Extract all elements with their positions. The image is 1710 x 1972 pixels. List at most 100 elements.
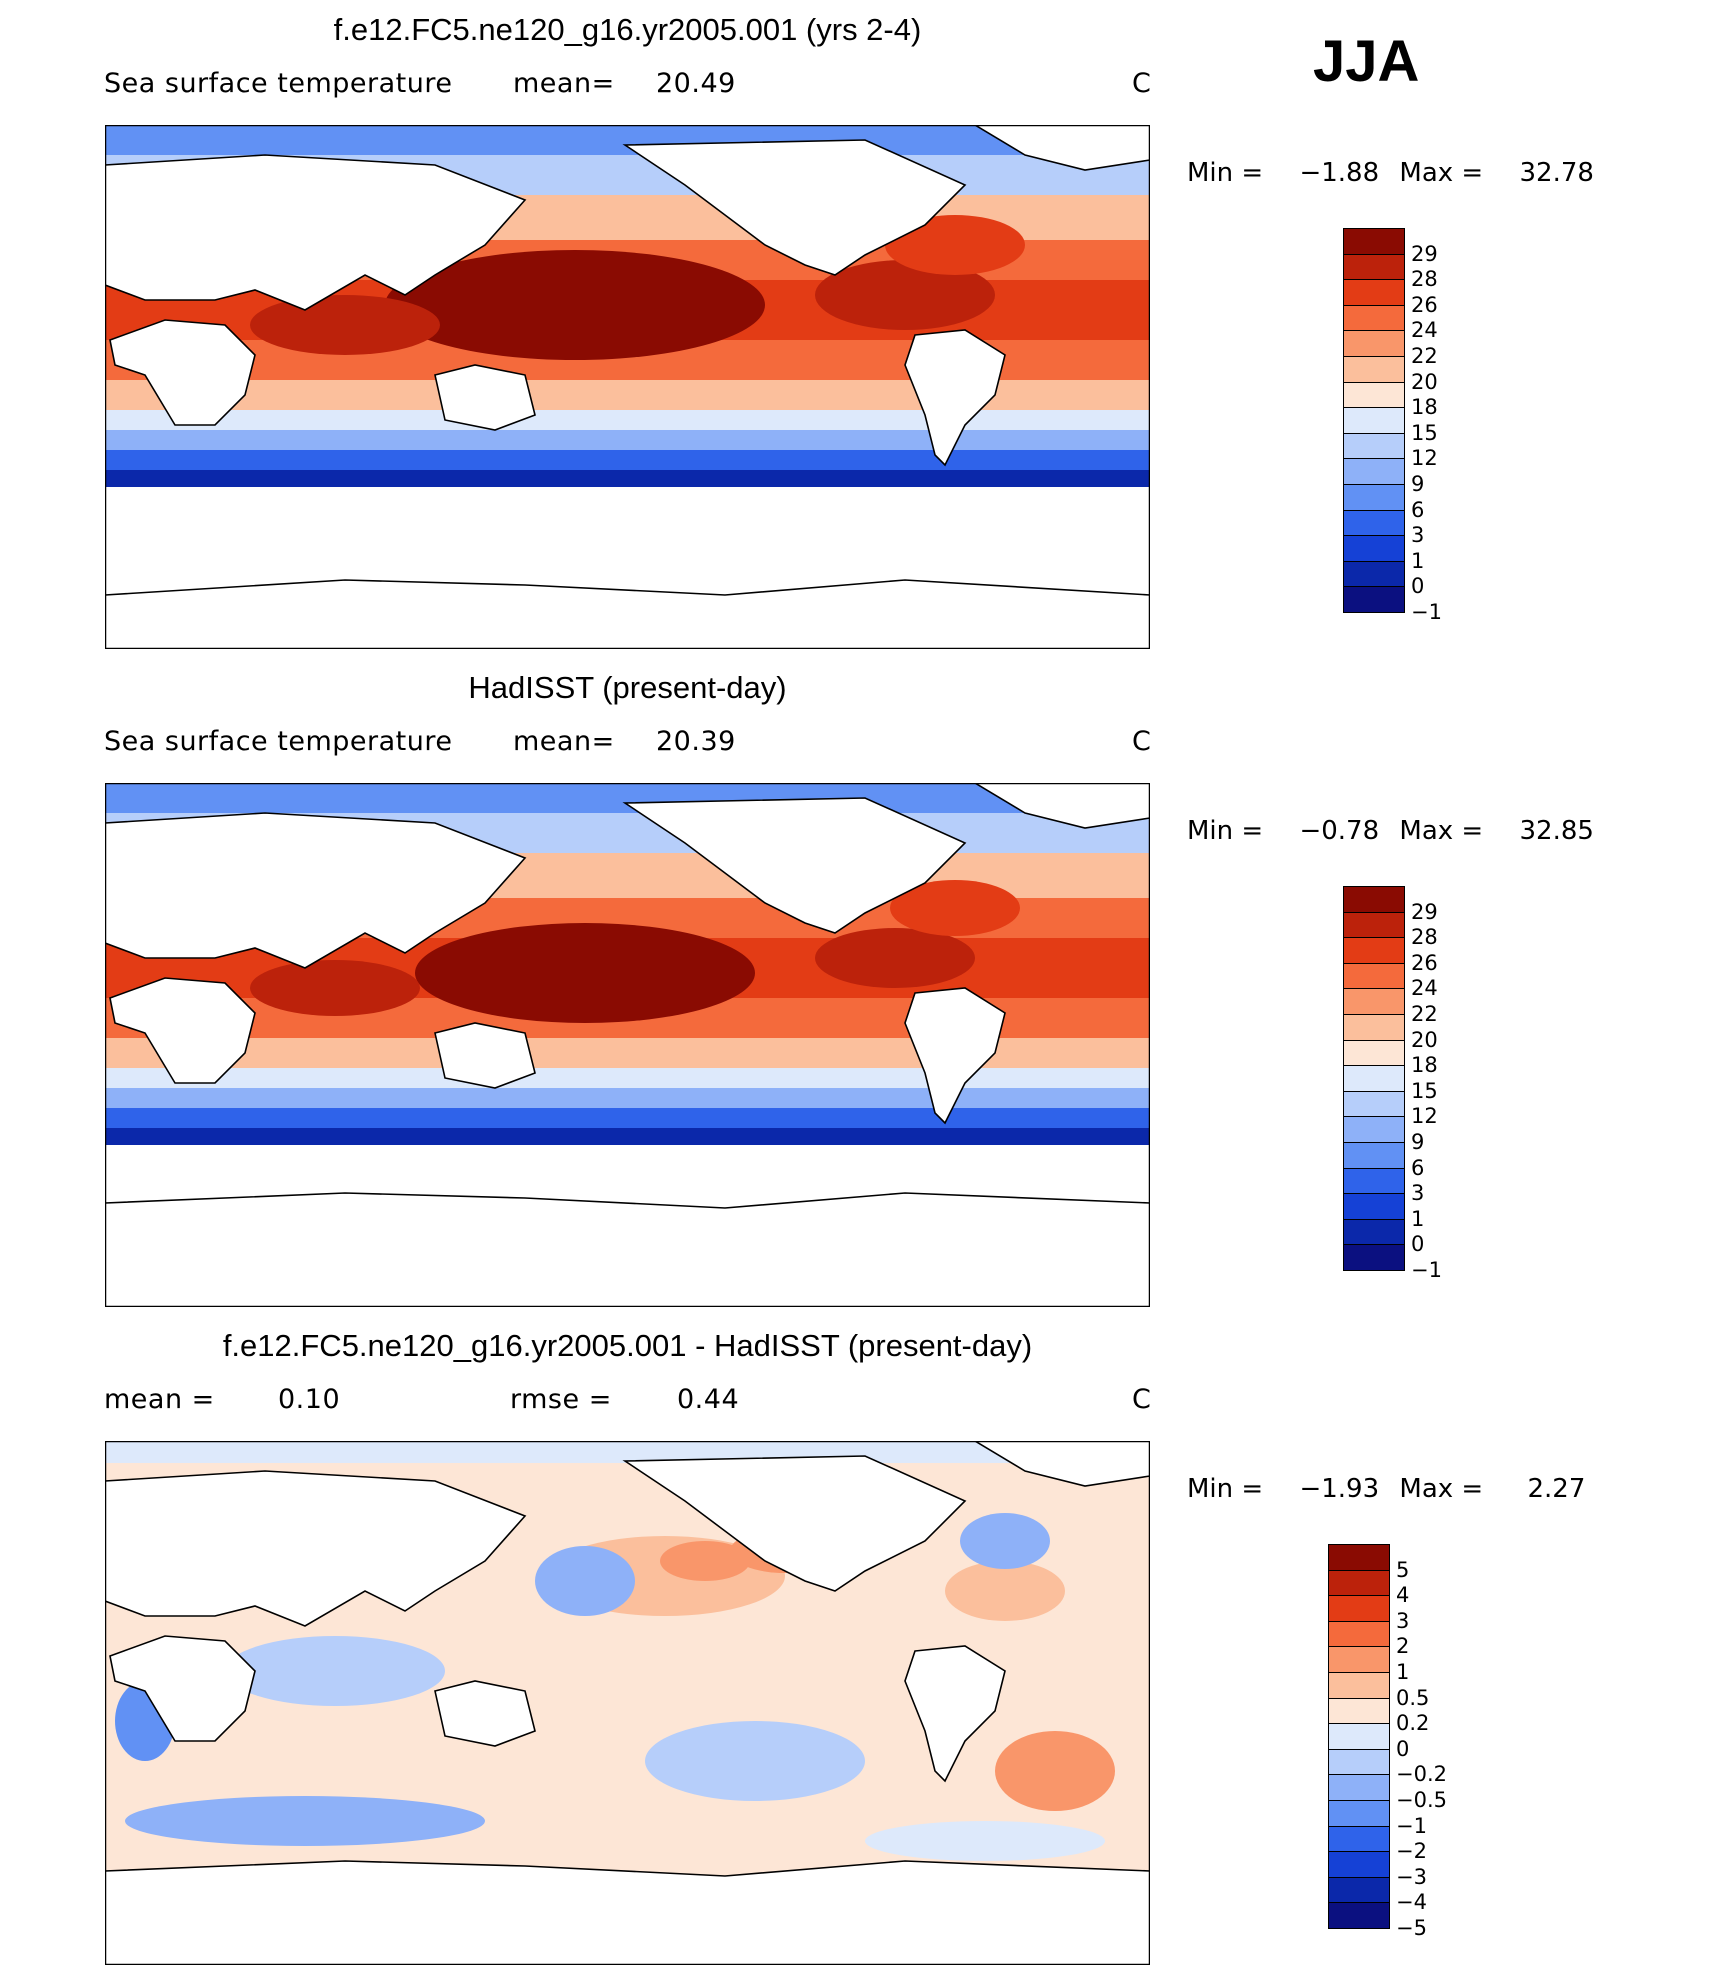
colorbar-tick-label: 12 xyxy=(1411,1104,1438,1129)
colorbar-segment xyxy=(1343,1167,1405,1195)
colorbar-tick-label: 4 xyxy=(1396,1583,1410,1608)
colorbar-segment xyxy=(1343,228,1405,255)
colorbar-segment xyxy=(1343,1090,1405,1118)
colorbar-segment xyxy=(1343,937,1405,964)
colorbar-segment xyxy=(1343,432,1405,460)
colorbar-tick-label: −5 xyxy=(1396,1916,1427,1940)
colorbar-tick-label: 29 xyxy=(1411,899,1438,924)
colorbar-segment xyxy=(1328,1646,1390,1673)
panel-title: f.e12.FC5.ne120_g16.yr2005.001 - HadISST… xyxy=(222,1328,1033,1363)
sst-difference-map xyxy=(105,1441,1150,1965)
mean-value: 20.39 xyxy=(656,726,736,757)
land-outlines xyxy=(105,1441,1150,1965)
colorbar-segment xyxy=(1343,509,1405,537)
band-north-cold xyxy=(105,783,1150,813)
colorbar-segment xyxy=(1343,1218,1405,1246)
colorbar-segment xyxy=(1328,1569,1390,1597)
colorbar-segment xyxy=(1343,356,1405,383)
land-antarctica xyxy=(105,1192,1150,1307)
land-outlines xyxy=(105,125,1150,649)
colorbar-tick-label: 9 xyxy=(1411,472,1425,496)
colorbar-tick-label: 1 xyxy=(1411,548,1425,573)
anomaly-pos xyxy=(660,1541,750,1581)
colorbar-tick-label: −2 xyxy=(1396,1839,1427,1864)
colorbar-segment xyxy=(1343,304,1405,332)
colorbar-tick-label: 29 xyxy=(1411,241,1438,266)
land-north-america xyxy=(622,139,967,276)
warm-pool-pacific xyxy=(415,923,755,1023)
colorbar-segment xyxy=(1343,458,1405,485)
panel-title: HadISST (present-day) xyxy=(468,670,787,705)
anomaly-neg xyxy=(960,1513,1050,1569)
colorbar-tick-label: −1 xyxy=(1411,600,1442,624)
land-antarctica xyxy=(105,579,1150,649)
land-south-america xyxy=(904,329,1006,467)
colorbar-segment xyxy=(1343,330,1405,357)
colorbar-tick-label: 20 xyxy=(1411,369,1438,394)
anomaly-pos xyxy=(995,1731,1115,1811)
colorbar-segment xyxy=(1343,886,1405,913)
colorbar-segment xyxy=(1343,1142,1405,1169)
colorbar-segment xyxy=(1343,484,1405,511)
band-south-cold1 xyxy=(105,1088,1150,1108)
colorbar-tick-label: 24 xyxy=(1411,976,1438,1001)
min-max-readout: Min = −1.88 Max = 32.78 xyxy=(1187,158,1594,188)
land-north-america xyxy=(622,797,967,934)
anomaly-neg xyxy=(225,1636,445,1706)
land-africa xyxy=(109,977,256,1084)
land-greenland xyxy=(973,125,1150,171)
colorbar-segment xyxy=(1328,1544,1390,1571)
anomaly-neg xyxy=(535,1546,635,1616)
colorbar-tick-label: 26 xyxy=(1411,292,1438,317)
colorbar-segment xyxy=(1343,1116,1405,1143)
colorbar-tick-label: 3 xyxy=(1411,1181,1425,1206)
colorbar-tick-label: 1 xyxy=(1411,1206,1425,1231)
colorbar-tick-label: 26 xyxy=(1411,950,1438,975)
units-label: C xyxy=(1132,68,1152,99)
warm-atlantic xyxy=(815,260,995,330)
panel-difference: f.e12.FC5.ne120_g16.yr2005.001 - HadISST… xyxy=(0,1316,1710,1972)
band-south-cool xyxy=(105,1068,1150,1088)
land-africa xyxy=(109,1635,256,1742)
warm-pool-pacific xyxy=(385,250,765,360)
colorbar-segment xyxy=(1328,1876,1390,1904)
land-africa xyxy=(109,319,256,426)
colorbar-tick-label: 2 xyxy=(1396,1634,1410,1659)
mean-value: 20.49 xyxy=(656,68,736,99)
band-south-cool xyxy=(105,410,1150,430)
colorbar-tick-label: 3 xyxy=(1396,1608,1410,1633)
colorbar-tick-label: 0 xyxy=(1411,574,1425,599)
panel-observed: HadISST (present-day) Sea surface temper… xyxy=(0,658,1710,1314)
mean-label: mean= xyxy=(513,726,615,757)
land-south-america xyxy=(904,987,1006,1125)
colorbar-segment xyxy=(1328,1723,1390,1750)
colorbar-tick-label: 24 xyxy=(1411,318,1438,343)
panel-title: f.e12.FC5.ne120_g16.yr2005.001 (yrs 2-4) xyxy=(333,12,922,47)
mean-label: mean = xyxy=(104,1384,215,1415)
colorbar-segment xyxy=(1328,1902,1390,1929)
land-greenland xyxy=(973,1441,1150,1487)
colorbar-tick-label: 20 xyxy=(1411,1027,1438,1052)
colorbar-segment xyxy=(1343,962,1405,990)
sst-map-observed xyxy=(105,783,1150,1307)
colorbar-segment xyxy=(1343,1244,1405,1271)
colorbar-segment xyxy=(1343,407,1405,434)
mean-label: mean= xyxy=(513,68,615,99)
gulf-stream xyxy=(890,880,1020,936)
colorbar-segment xyxy=(1328,1748,1390,1776)
colorbar-tick-label: −0.5 xyxy=(1396,1788,1447,1812)
colorbar-segment xyxy=(1343,1065,1405,1092)
mean-value: 0.10 xyxy=(278,1384,341,1415)
colorbar-tick-label: 15 xyxy=(1411,1078,1438,1103)
land-australia xyxy=(434,1680,536,1747)
colorbar-tick-label: 0.2 xyxy=(1396,1711,1430,1736)
colorbar-tick-label: −1 xyxy=(1396,1813,1427,1838)
band-south-cold1 xyxy=(105,430,1150,450)
gulf-stream xyxy=(885,215,1025,275)
variable-label: Sea surface temperature xyxy=(104,68,453,99)
colorbar-tick-label: 5 xyxy=(1396,1557,1410,1582)
sst-map-model xyxy=(105,125,1150,649)
warm-pool-indian xyxy=(250,960,420,1016)
anomaly-neg xyxy=(125,1796,485,1846)
colorbar-segment xyxy=(1343,1193,1405,1220)
